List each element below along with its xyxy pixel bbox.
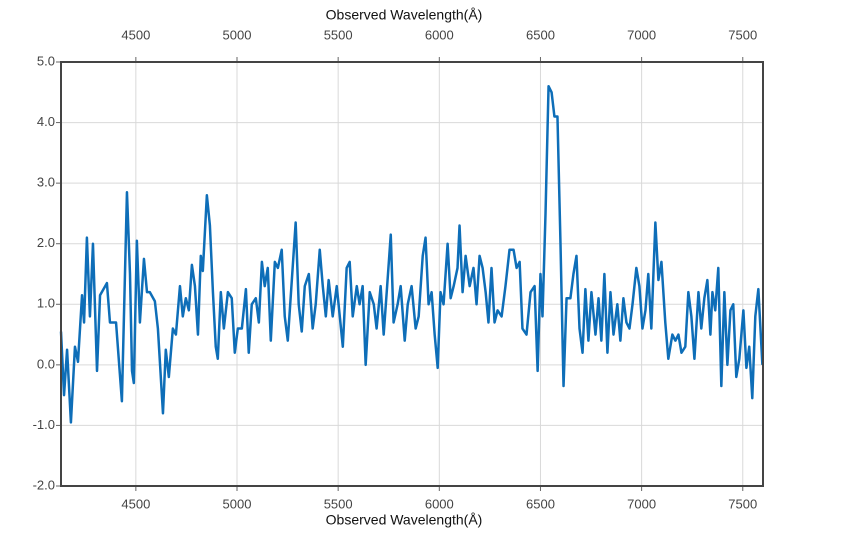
x-tick-label-top: 7000	[627, 27, 656, 42]
data-line	[59, 84, 764, 424]
x-tick-label: 7500	[728, 496, 757, 511]
x-tick-label: 4500	[121, 496, 150, 511]
y-tick-label: -2.0	[33, 477, 55, 492]
x-tick-label-top: 4500	[121, 27, 150, 42]
x-tick-label: 5500	[324, 496, 353, 511]
y-tick-label: 2.0	[37, 235, 55, 250]
y-tick-label: 0.0	[37, 356, 55, 371]
x-tick-label: 5000	[223, 496, 252, 511]
x-tick-label: 6500	[526, 496, 555, 511]
y-tick-label: 1.0	[37, 296, 55, 311]
x-axis-title: Observed Wavelength(Å)	[326, 512, 483, 528]
y-tick-label: 4.0	[37, 114, 55, 129]
x-tick-label-top: 6000	[425, 27, 454, 42]
x-tick-label-top: 5000	[223, 27, 252, 42]
y-tick-label: 5.0	[37, 53, 55, 68]
x-tick-label-top: 7500	[728, 27, 757, 42]
x-tick-label: 7000	[627, 496, 656, 511]
plot-border	[60, 61, 764, 487]
x-axis-title-top: Observed Wavelength(Å)	[326, 7, 483, 23]
x-tick-label: 6000	[425, 496, 454, 511]
x-tick-label-top: 6500	[526, 27, 555, 42]
y-tick-label: -1.0	[33, 417, 55, 432]
x-tick-label-top: 5500	[324, 27, 353, 42]
y-tick-label: 3.0	[37, 175, 55, 190]
